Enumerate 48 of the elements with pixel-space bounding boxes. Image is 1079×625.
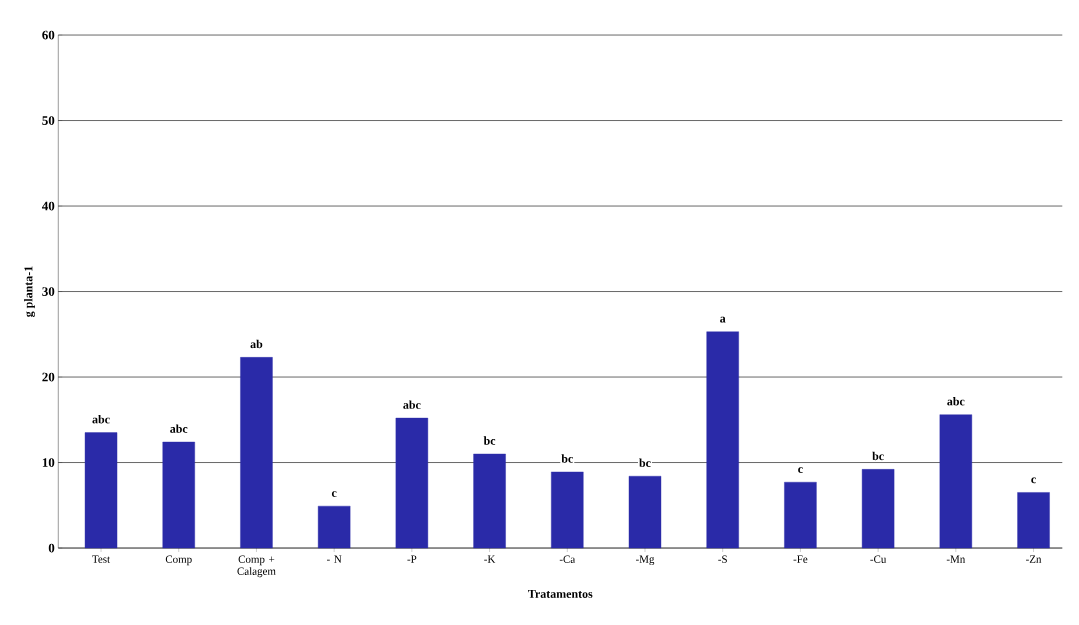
y-tick-label: 30 xyxy=(42,287,55,296)
x-tick-label: Test xyxy=(92,555,111,563)
bar xyxy=(395,417,429,549)
annotation: a xyxy=(720,316,726,323)
y-tick-label: 40 xyxy=(41,201,55,211)
x-tick-label: -Ca xyxy=(559,555,576,563)
x-tick-label: Comp xyxy=(165,555,192,566)
x-tick-label: -Mg xyxy=(635,555,655,566)
x-axis-title: Tratamentos xyxy=(528,589,593,598)
bar xyxy=(939,414,973,549)
x-tick-label: -P xyxy=(407,555,417,563)
bar xyxy=(1017,492,1050,549)
bar xyxy=(784,482,817,549)
annotation: abc xyxy=(92,415,110,424)
y-axis-title: g planta-1 xyxy=(24,266,35,317)
y-tick-label: 50 xyxy=(42,116,55,125)
y-tick-label: 20 xyxy=(42,372,55,382)
y-tick-label: 60 xyxy=(42,30,55,40)
y-tick-label: 10 xyxy=(42,458,55,467)
annotation: abc xyxy=(403,400,421,409)
bar xyxy=(84,432,118,549)
x-tick-label: -Mn xyxy=(946,555,966,563)
annotation: bc xyxy=(561,454,573,463)
x-tick-label: - N xyxy=(326,555,342,563)
annotation: c xyxy=(331,491,337,497)
y-tick-label: 0 xyxy=(48,543,55,553)
x-tick-label: -Cu xyxy=(870,555,887,563)
annotation: ab xyxy=(250,339,263,349)
x-tick-label: -Fe xyxy=(793,555,808,563)
bar xyxy=(317,505,351,549)
annotation: bc xyxy=(483,436,496,445)
bar xyxy=(706,331,739,549)
annotation: bc xyxy=(639,458,651,468)
annotation: c xyxy=(798,467,803,473)
annotation: c xyxy=(1031,477,1036,484)
annotation: abc xyxy=(170,424,188,433)
bar xyxy=(628,476,662,549)
annotation: bc xyxy=(872,451,884,461)
bar xyxy=(162,441,195,549)
annotation: abc xyxy=(947,397,965,406)
bar xyxy=(473,453,506,549)
x-tick-label: -S xyxy=(718,555,727,563)
x-tick-label: -K xyxy=(484,555,496,563)
x-tick-label: Comp + Calagem xyxy=(237,555,276,578)
bar xyxy=(861,469,895,549)
bar xyxy=(240,357,273,549)
x-tick-label: -Zn xyxy=(1026,555,1042,563)
bar xyxy=(551,471,584,549)
